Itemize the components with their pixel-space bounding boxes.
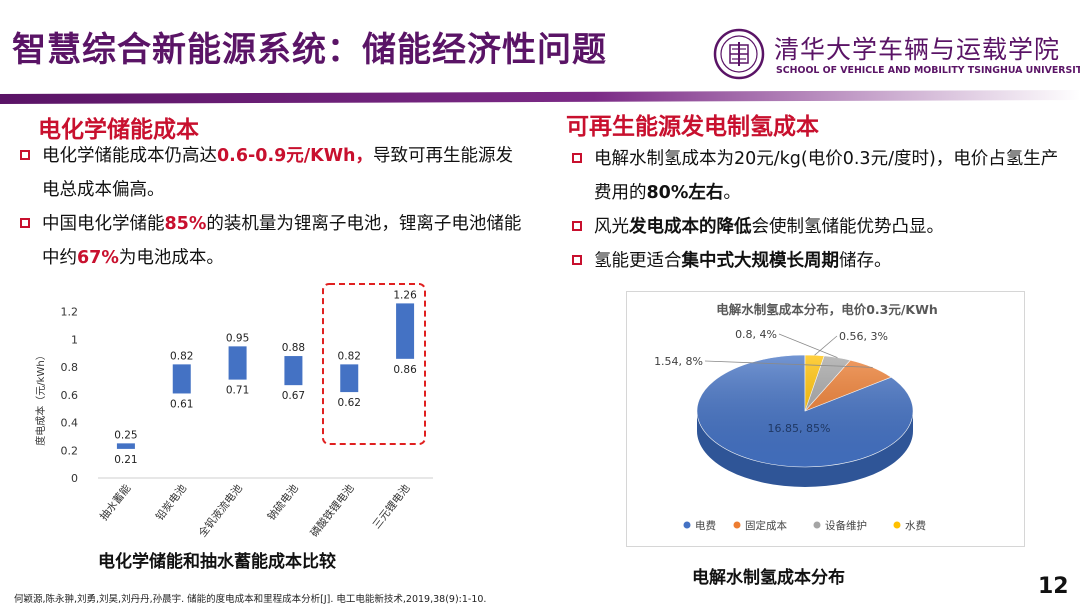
bar-low-label: 0.71 (226, 385, 249, 397)
left-bullet-1: 电化学储能成本仍高达0.6-0.9元/KWh，导致可再生能源发电总成本偏高。 (20, 139, 530, 207)
pie-leader-line (704, 360, 873, 368)
bar-low-label: 0.21 (114, 454, 137, 466)
y-axis-label: 度电成本（元/kWh） (34, 350, 47, 445)
right-bullet-3: 氢能更适合集中式大规模长周期储存。 (572, 244, 1062, 278)
bullet-square-icon (20, 150, 30, 160)
bullet-square-icon (572, 255, 582, 265)
bullet-square-icon (572, 153, 582, 163)
y-tick-label: 0.2 (61, 444, 79, 457)
legend-marker (813, 521, 821, 529)
left-bullet-2: 中国电化学储能85%的装机量为锂离子电池，锂离子电池储能中约67%为电池成本。 (20, 207, 530, 275)
y-tick-label: 1 (71, 333, 78, 346)
hydrogen-cost-pie-chart: 电解水制氢成本分布，电价0.3元/KWh 16.85, 85% 1.54, 8% 0… (654, 302, 938, 532)
bar-chart-caption: 电化学储能和抽水蓄能成本比较 (98, 552, 336, 572)
university-name-en: SCHOOL OF VEHICLE AND MOBILITY TSINGHUA … (776, 65, 1080, 76)
pie-chart-title: 电解水制氢成本分布，电价0.3元/KWh (716, 302, 938, 317)
pie-slice-label: 16.85, 85% (768, 422, 831, 435)
pie-slice-label: 0.8, 4% (735, 328, 777, 341)
storage-cost-bar-chart: 度电成本（元/kWh） 0 0.2 0.4 0.6 0.8 1 1.2 0.25 0.21 0.… (28, 280, 448, 540)
bar-high-label: 1.26 (393, 289, 417, 301)
pie-leader-line (778, 333, 838, 358)
pie-leader-line (814, 335, 838, 356)
bar-high-label: 0.82 (170, 350, 193, 362)
bar-chart-background (28, 280, 448, 540)
left-bullet-list: 电化学储能成本仍高达0.6-0.9元/KWh，导致可再生能源发电总成本偏高。 中… (20, 139, 530, 275)
y-tick-label: 1.2 (61, 306, 79, 319)
right-bullet-1: 电解水制氢成本为20元/kg(电价0.3元/度时)，电价占氢生产费用的80%左右… (572, 142, 1062, 210)
pie-chart-frame: 电解水制氢成本分布，电价0.3元/KWh 16.85, 85% 1.54, 8% 0… (626, 291, 1025, 547)
pie-gloss (697, 355, 913, 467)
bullet-square-icon (572, 221, 582, 231)
university-name-cn: 清华大学车辆与运载学院 (774, 35, 1061, 64)
right-heading: 可再生能源发电制氢成本 (566, 114, 819, 140)
bullet-square-icon (20, 218, 30, 228)
page-number: 12 (1038, 574, 1069, 599)
bar-high-label: 0.95 (226, 332, 249, 344)
right-bullet-2: 风光发电成本的降低会使制氢储能优势凸显。 (572, 210, 1062, 244)
left-heading: 电化学储能成本 (38, 117, 199, 143)
y-tick-label: 0.4 (61, 417, 79, 430)
highlight-dashed-box (322, 283, 426, 445)
bar-high-label: 0.25 (114, 429, 137, 441)
page-title: 智慧综合新能源系统：储能经济性问题 (12, 30, 607, 70)
header-divider-bar (0, 90, 1080, 104)
cost-range-bar (340, 364, 359, 393)
cost-range-bar (284, 356, 303, 386)
pie-slice-label: 1.54, 8% (654, 355, 703, 368)
bar-low-label: 0.67 (282, 390, 305, 402)
bar-low-label: 0.62 (338, 397, 361, 409)
legend-marker (733, 521, 741, 529)
bar-high-label: 0.88 (282, 342, 305, 354)
y-tick-label: 0.8 (61, 361, 79, 374)
bar-high-label: 0.82 (338, 350, 361, 362)
reference-citation: 何颖源,陈永翀,刘勇,刘昊,刘丹丹,孙晨宇. 储能的度电成本和里程成本分析[J]… (14, 594, 487, 605)
pie-slice-side (697, 411, 913, 487)
legend-entry: 固定成本 (745, 519, 787, 532)
bar-low-label: 0.61 (170, 398, 193, 410)
legend-entry: 设备维护 (825, 519, 867, 532)
cost-range-bar (116, 443, 135, 449)
legend-marker (893, 521, 901, 529)
pie-slice-label: 0.56, 3% (839, 330, 888, 343)
right-bullet-list: 电解水制氢成本为20元/kg(电价0.3元/度时)，电价占氢生产费用的80%左右… (572, 142, 1062, 278)
legend-entry: 水费 (905, 519, 926, 532)
legend-entry: 电费 (695, 519, 716, 532)
cost-range-bar (228, 346, 247, 380)
pie-chart-caption: 电解水制氢成本分布 (692, 568, 845, 588)
y-tick-label: 0.6 (61, 389, 79, 402)
cost-range-bar (172, 364, 191, 394)
tsinghua-seal-icon (713, 28, 765, 80)
bar-low-label: 0.86 (393, 364, 417, 376)
cost-range-bar (396, 303, 415, 359)
legend-marker (683, 521, 691, 529)
y-tick-label: 0 (71, 472, 78, 485)
